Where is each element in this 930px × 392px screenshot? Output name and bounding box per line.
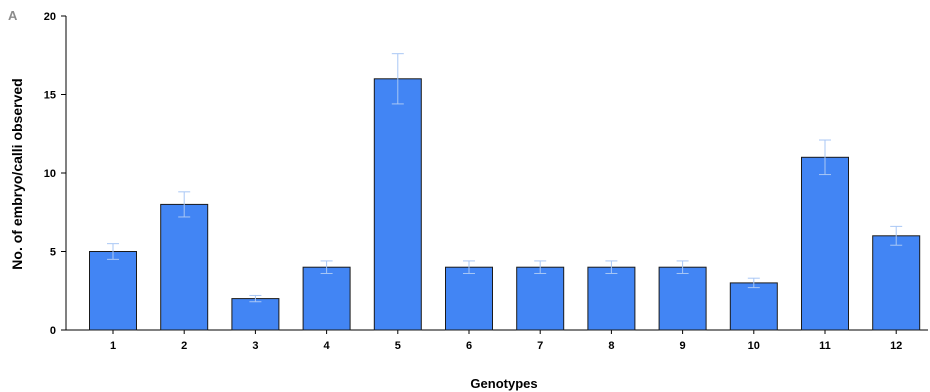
x-tick-label: 8	[608, 340, 614, 352]
x-tick-label: 5	[395, 340, 401, 352]
x-tick-label: 12	[890, 340, 902, 352]
y-tick-label: 20	[44, 11, 56, 23]
bar	[373, 78, 422, 331]
x-tick-label: 3	[252, 340, 258, 352]
y-tick-label: 5	[50, 247, 56, 259]
x-tick-label: 7	[537, 340, 543, 352]
bar	[302, 266, 351, 331]
panel-label: A	[8, 8, 18, 23]
y-axis: 0 5 10 15 20	[44, 11, 67, 337]
x-axis-label: Genotypes	[470, 376, 537, 391]
y-tick-label: 10	[44, 168, 56, 180]
bar	[587, 266, 636, 331]
y-tick-label: 0	[50, 325, 56, 337]
bar	[658, 266, 707, 331]
error-bars	[107, 53, 903, 303]
bar	[801, 156, 849, 331]
y-tick-label: 15	[44, 90, 56, 102]
x-axis: 1 2 3 4 5 6 7 8 9 10 11 12	[66, 329, 928, 352]
x-tick-label: 11	[819, 340, 831, 352]
x-tick-label: 2	[181, 340, 187, 352]
x-tick-label: 6	[466, 340, 472, 352]
bar	[89, 251, 137, 331]
x-tick-label: 1	[110, 340, 116, 352]
bar	[445, 266, 493, 331]
bars	[89, 78, 921, 331]
bar	[872, 235, 921, 331]
bar	[729, 282, 778, 331]
x-tick-label: 10	[748, 340, 760, 352]
x-tick-label: 9	[680, 340, 686, 352]
x-tick-label: 4	[324, 340, 331, 352]
bar	[231, 298, 280, 331]
bar	[160, 203, 209, 331]
y-axis-label: No. of embryo/calli observed	[9, 78, 25, 269]
bar	[516, 266, 565, 331]
